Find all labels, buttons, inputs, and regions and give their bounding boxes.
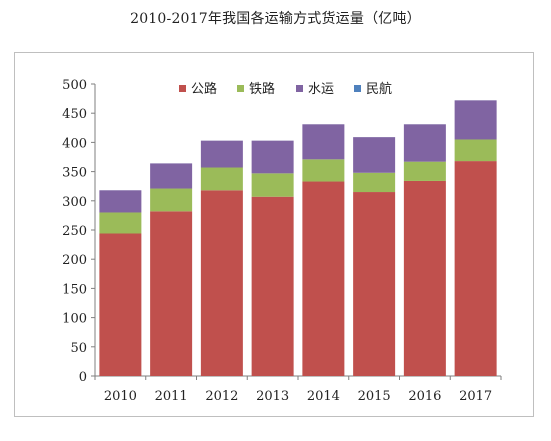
bar-rail-2017 [454,139,497,162]
y-tick-label: 300 [62,195,87,210]
bar-water-2017 [454,100,497,140]
bar-water-2012 [200,140,243,168]
legend-swatch [179,85,186,92]
x-tick-label: 2011 [155,389,188,404]
bar-water-2014 [302,124,345,160]
bar-rail-2012 [200,167,243,191]
legend-swatch [354,85,361,92]
bar-rail-2016 [403,161,446,181]
y-tick-label: 100 [62,312,87,327]
bar-road-2017 [454,161,497,376]
bar-rail-2014 [302,159,345,182]
bar-water-2011 [150,163,193,189]
x-tick-label: 2010 [104,389,137,404]
legend-swatch [296,85,303,92]
chart-frame [14,52,534,417]
legend-label: 公路 [191,81,217,97]
bar-water-2016 [403,124,446,162]
y-tick-label: 0 [79,370,87,385]
bar-water-2013 [251,140,294,174]
legend-label: 水运 [308,82,334,97]
legend-swatch [237,85,244,92]
bar-road-2014 [302,181,345,376]
legend-label: 铁路 [249,81,275,97]
y-tick-label: 200 [62,253,87,268]
bar-road-2016 [403,180,446,376]
y-tick-label: 350 [62,166,87,181]
bar-road-2011 [150,211,193,376]
x-tick-label: 2014 [307,389,340,404]
bar-rail-2013 [251,173,294,197]
bar-road-2015 [353,192,396,376]
x-tick-label: 2012 [205,389,238,404]
x-tick-label: 2016 [408,389,441,404]
y-tick-label: 50 [70,341,87,356]
bar-water-2015 [353,137,396,173]
y-tick-label: 400 [62,136,87,151]
x-tick-label: 2017 [459,389,492,404]
y-tick-label: 500 [62,78,87,93]
bar-rail-2011 [150,188,193,212]
y-tick-label: 450 [62,107,87,122]
bar-road-2012 [200,190,243,376]
bar-rail-2010 [99,212,142,234]
y-tick-label: 250 [62,224,87,239]
bar-road-2013 [251,196,294,376]
bar-water-2010 [99,190,142,213]
bar-rail-2015 [353,172,396,193]
y-tick-label: 150 [62,282,87,297]
legend-label: 民航 [366,81,392,97]
x-tick-label: 2015 [358,389,391,404]
chart-title: 2010-2017年我国各运输方式货运量（亿吨） [130,11,421,27]
bar-road-2010 [99,233,142,376]
x-tick-label: 2013 [256,389,289,404]
